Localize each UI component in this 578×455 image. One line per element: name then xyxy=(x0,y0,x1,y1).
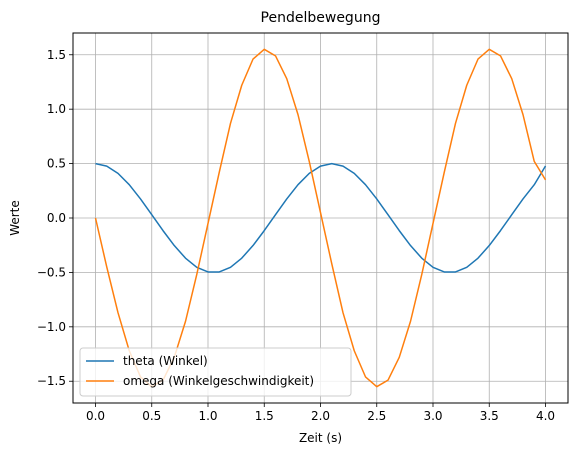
x-tick-label: 2.5 xyxy=(367,409,386,423)
legend-label: omega (Winkelgeschwindigkeit) xyxy=(123,374,314,388)
y-axis-ticks: −1.5 −1.0 −0.5 0.0 0.5 1.0 1.5 xyxy=(37,48,73,388)
chart-title: Pendelbewegung xyxy=(261,10,381,26)
y-axis-label: Werte xyxy=(8,200,22,236)
x-tick-label: 0.5 xyxy=(142,409,161,423)
x-tick-label: 2.0 xyxy=(311,409,330,423)
legend-box xyxy=(79,347,352,397)
y-tick-label: 1.0 xyxy=(47,102,66,116)
y-tick-label: −1.0 xyxy=(37,320,66,334)
x-axis-label: Zeit (s) xyxy=(299,431,342,445)
x-tick-label: 3.5 xyxy=(480,409,499,423)
x-tick-label: 4.0 xyxy=(536,409,555,423)
x-tick-label: 1.0 xyxy=(198,409,217,423)
x-tick-label: 0.0 xyxy=(86,409,105,423)
y-tick-label: −1.5 xyxy=(37,374,66,388)
x-tick-label: 1.5 xyxy=(255,409,274,423)
y-tick-label: 0.5 xyxy=(47,157,66,171)
y-tick-label: −0.5 xyxy=(37,265,66,279)
legend: theta (Winkel) omega (Winkelgeschwindigke… xyxy=(79,347,352,397)
series-line-1 xyxy=(95,162,547,273)
legend-label: theta (Winkel) xyxy=(123,354,208,368)
y-tick-label: 1.5 xyxy=(47,48,66,62)
y-tick-label: 0.0 xyxy=(47,211,66,225)
x-axis-ticks: 0.0 0.5 1.0 1.5 2.0 2.5 3.0 3.5 4.0 xyxy=(86,403,555,423)
x-tick-label: 3.0 xyxy=(423,409,442,423)
grid xyxy=(73,33,568,403)
